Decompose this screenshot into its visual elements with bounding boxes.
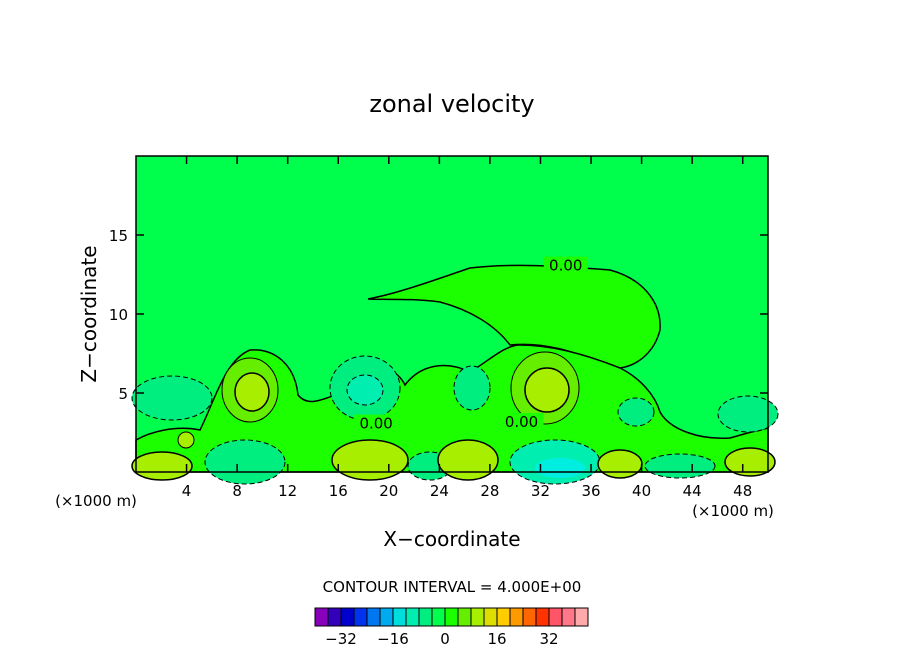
colorbar-swatch [522, 607, 537, 627]
x-tick-label: 40 [632, 482, 651, 500]
negative-cell-5 [617, 397, 655, 427]
surface-positive-4 [597, 449, 643, 479]
y-axis-ticks: 5 10 15 [109, 227, 768, 403]
x-tick-label: 44 [683, 482, 702, 500]
surface-negative-3-core [535, 458, 585, 478]
colorbar-swatch [392, 607, 407, 627]
colorbar-swatch [470, 607, 485, 627]
surface-negative-1 [204, 439, 286, 485]
colorbar-swatch [483, 607, 498, 627]
positive-core-1-inner [234, 372, 270, 412]
x-tick-label: 12 [278, 482, 297, 500]
y-tick-label: 15 [109, 227, 128, 245]
colorbar-swatch [457, 607, 472, 627]
contour-label-background [499, 413, 544, 430]
colorbar-swatch [548, 607, 563, 627]
x-tick-label: 16 [329, 482, 348, 500]
negative-cell-4 [717, 395, 779, 433]
surface-positive-2 [331, 439, 409, 481]
x-tick-label: 24 [430, 482, 449, 500]
small-positive-cell [177, 431, 195, 449]
contour-label-background [354, 414, 399, 431]
x-unit-label-right: (×1000 m) [692, 502, 774, 520]
negative-cell-2-inner [346, 374, 384, 406]
x-tick-label: 48 [733, 482, 752, 500]
contour-label: 0.00 [549, 257, 582, 275]
negative-cell-3 [453, 365, 491, 411]
surface-positive-3 [437, 439, 499, 481]
colorbar-swatch [509, 607, 524, 627]
contour-interval-label: CONTOUR INTERVAL = 4.000E+00 [323, 578, 582, 596]
negative-cell-1 [131, 375, 213, 421]
colorbar-swatch [379, 607, 394, 627]
contour-labels: 0.00 0.00 0.00 [354, 256, 588, 433]
colorbar-swatch [405, 607, 420, 627]
chart-title: zonal velocity [369, 90, 534, 118]
colorbar-swatch [340, 607, 355, 627]
colorbar-tick-label: 16 [487, 630, 506, 648]
colorbar-tick-label: −16 [377, 630, 409, 648]
x-tick-label: 8 [232, 482, 242, 500]
colorbar-swatch [366, 607, 381, 627]
surface-negative-4 [644, 453, 716, 479]
colorbar-swatch [535, 607, 550, 627]
y-tick-label: 5 [118, 385, 128, 403]
contour-label: 0.00 [359, 415, 392, 433]
surface-positive-5 [724, 447, 776, 477]
colorbar-swatch [574, 607, 589, 627]
x-axis-title: X−coordinate [383, 527, 520, 551]
y-axis-title: Z−coordinate [77, 245, 101, 382]
plot-area: 0.000.00 0.00 4 8 12 16 20 24 28 32 36 40 44 48 5101… [109, 155, 779, 500]
colorbar-tick-label: 32 [539, 630, 558, 648]
colorbar-swatch [496, 607, 511, 627]
x-tick-label: 28 [480, 482, 499, 500]
x-unit-label-left: (×1000 m) [55, 492, 137, 510]
zero-level-region-lower [135, 344, 769, 473]
zero-level-region-upper [367, 264, 661, 369]
colorbar-tick-label: −32 [325, 630, 357, 648]
contour-fills [131, 264, 779, 485]
x-axis-ticks: 4 8 12 16 20 24 28 32 36 40 44 48 [182, 156, 752, 500]
contour-label-background [543, 256, 588, 273]
contour-label: 0.00 [505, 413, 538, 431]
colorbar-swatch [327, 607, 342, 627]
colorbar-swatch [353, 607, 368, 627]
x-tick-label: 20 [379, 482, 398, 500]
colorbar-swatch [561, 607, 576, 627]
x-tick-label: 4 [182, 482, 192, 500]
x-tick-label: 36 [581, 482, 600, 500]
colorbar-swatch [314, 607, 329, 627]
colorbar-tick-label: 0 [440, 630, 450, 648]
x-tick-label: 32 [531, 482, 550, 500]
colorbar-swatch [418, 607, 433, 627]
y-tick-label: 10 [109, 306, 128, 324]
colorbar-swatch [444, 607, 459, 627]
surface-positive-1 [131, 451, 193, 481]
colorbar-swatch [431, 607, 446, 627]
positive-core-2-inner [524, 367, 570, 413]
colorbar: −32 −16 0 16 32 [314, 607, 589, 648]
